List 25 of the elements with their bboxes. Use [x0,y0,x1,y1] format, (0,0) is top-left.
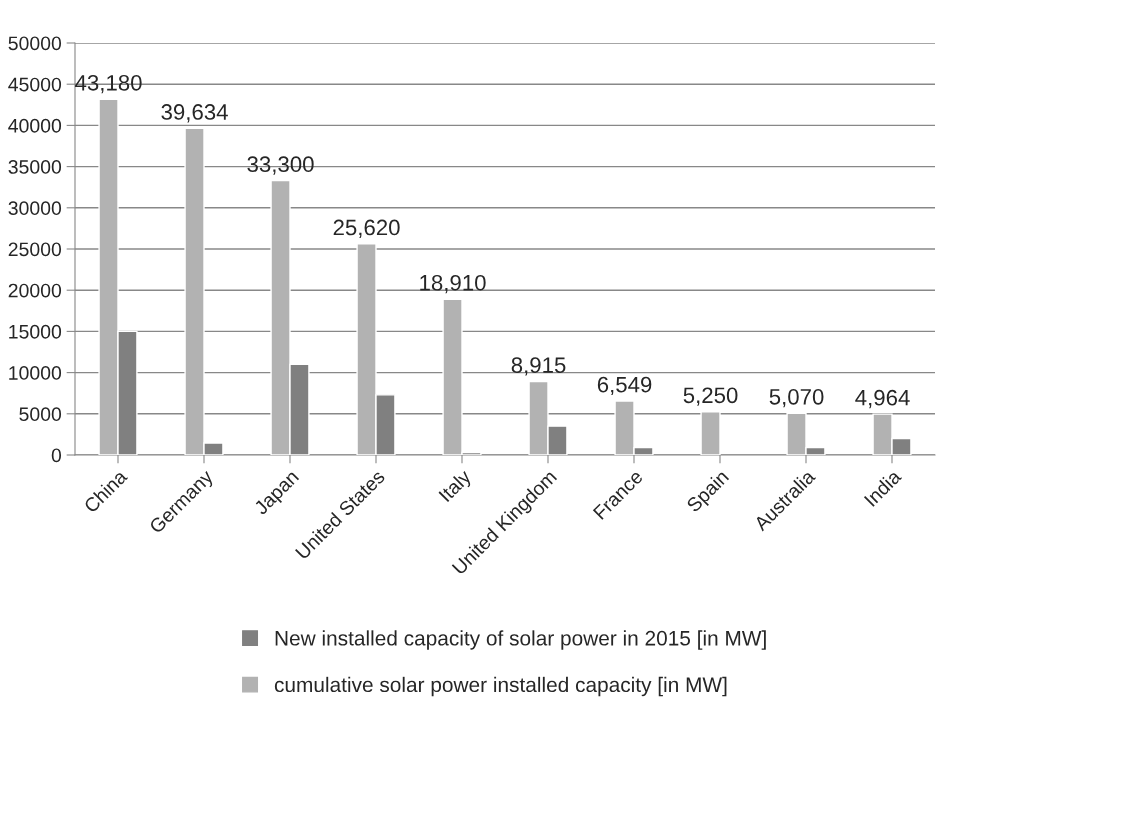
legend-label: New installed capacity of solar power in 2015 [in MW] [275,630,766,650]
data-label: 8,915 [511,357,566,376]
data-label: 18,910 [420,274,486,294]
data-label: 25,620 [333,219,400,238]
y-tick-label: 35000 [8,160,62,174]
y-tick-label: 0 [51,448,62,463]
y-tick-label: 20000 [8,283,62,298]
x-tick-label: Italy [438,468,475,505]
y-tick-label: 10000 [9,366,62,380]
y-tick-label: 15000 [9,324,62,339]
y-tick-label: 50000 [8,36,62,51]
data-label: 6,549 [597,376,652,396]
y-tick-label: 30000 [8,201,62,216]
y-tick-label: 25000 [8,242,62,257]
data-label: 4,964 [855,389,910,409]
data-label: 33,300 [247,156,314,175]
data-label: 5,250 [683,387,738,406]
y-tick-label: 45000 [8,77,62,92]
legend-label: cumulative solar power installed capacity [in MW] [274,676,727,697]
y-tick-label: 40000 [8,118,62,133]
data-label: 5,070 [769,388,824,408]
data-label: 39,634 [161,104,228,123]
y-tick-label: 5000 [19,407,62,422]
data-label: 43,180 [75,74,142,94]
bar [700,411,721,455]
